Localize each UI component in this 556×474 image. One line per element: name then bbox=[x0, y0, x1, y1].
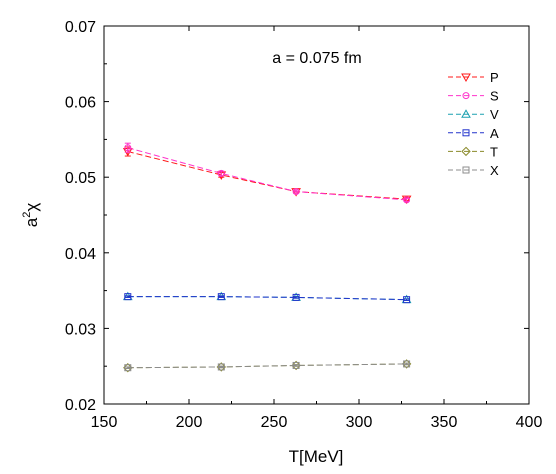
data-point bbox=[292, 361, 300, 369]
axis-ticks: 150 200 250 300 350 400 0.02 0.03 0.04 0.05 0.06 0.… bbox=[65, 19, 543, 431]
series-s bbox=[124, 142, 411, 204]
x-tick-label: 300 bbox=[346, 414, 373, 431]
data-point bbox=[403, 296, 411, 304]
x-tick-label: 150 bbox=[91, 414, 118, 431]
data-point bbox=[217, 363, 225, 371]
y-tick-label: 0.03 bbox=[65, 321, 96, 338]
data-point bbox=[124, 364, 132, 372]
legend-marker bbox=[461, 109, 471, 118]
data-point bbox=[124, 144, 132, 152]
data-point bbox=[292, 293, 300, 301]
y-axis-title-sup: 2 bbox=[21, 212, 33, 218]
plot-frame bbox=[103, 25, 530, 405]
legend-label: X bbox=[490, 163, 499, 178]
series-p bbox=[122, 146, 412, 205]
series-line bbox=[127, 296, 407, 301]
legend-label: P bbox=[490, 70, 499, 85]
legend-label: T bbox=[490, 144, 498, 159]
series-x bbox=[124, 360, 411, 372]
y-tick-label: 0.05 bbox=[65, 170, 96, 187]
series-a bbox=[124, 293, 411, 304]
data-point bbox=[292, 188, 300, 196]
y-axis-title-base: a bbox=[22, 217, 41, 227]
y-axis-title-tail: χ bbox=[22, 203, 41, 212]
y-tick-label: 0.06 bbox=[65, 95, 96, 112]
y-axis-title: a2χ bbox=[21, 203, 41, 228]
data-point bbox=[217, 169, 225, 177]
y-tick-label: 0.07 bbox=[65, 19, 96, 36]
series-line bbox=[127, 147, 407, 201]
series-line bbox=[127, 363, 407, 369]
data-point bbox=[403, 360, 411, 368]
legend-marker bbox=[461, 146, 471, 157]
x-tick-label: 200 bbox=[176, 414, 203, 431]
x-axis-title: T[MeV] bbox=[289, 447, 344, 466]
legend-marker bbox=[462, 92, 470, 100]
legend-label: A bbox=[490, 126, 499, 141]
chart-annotation: a = 0.075 fm bbox=[272, 50, 361, 67]
series-v bbox=[122, 291, 412, 304]
y-tick-label: 0.02 bbox=[65, 397, 96, 414]
x-tick-label: 350 bbox=[431, 414, 458, 431]
legend-marker bbox=[462, 166, 470, 174]
x-tick-label: 400 bbox=[516, 414, 543, 431]
data-point bbox=[217, 293, 225, 301]
data-point bbox=[403, 196, 411, 204]
series-layer bbox=[122, 142, 412, 373]
data-point bbox=[124, 293, 132, 301]
legend-marker bbox=[461, 73, 471, 83]
y-tick-label: 0.04 bbox=[65, 246, 96, 263]
x-tick-label: 250 bbox=[261, 414, 288, 431]
legend-marker bbox=[462, 129, 470, 137]
legend-label: S bbox=[490, 89, 499, 104]
legend-label: V bbox=[490, 107, 499, 122]
series-line bbox=[127, 151, 407, 200]
